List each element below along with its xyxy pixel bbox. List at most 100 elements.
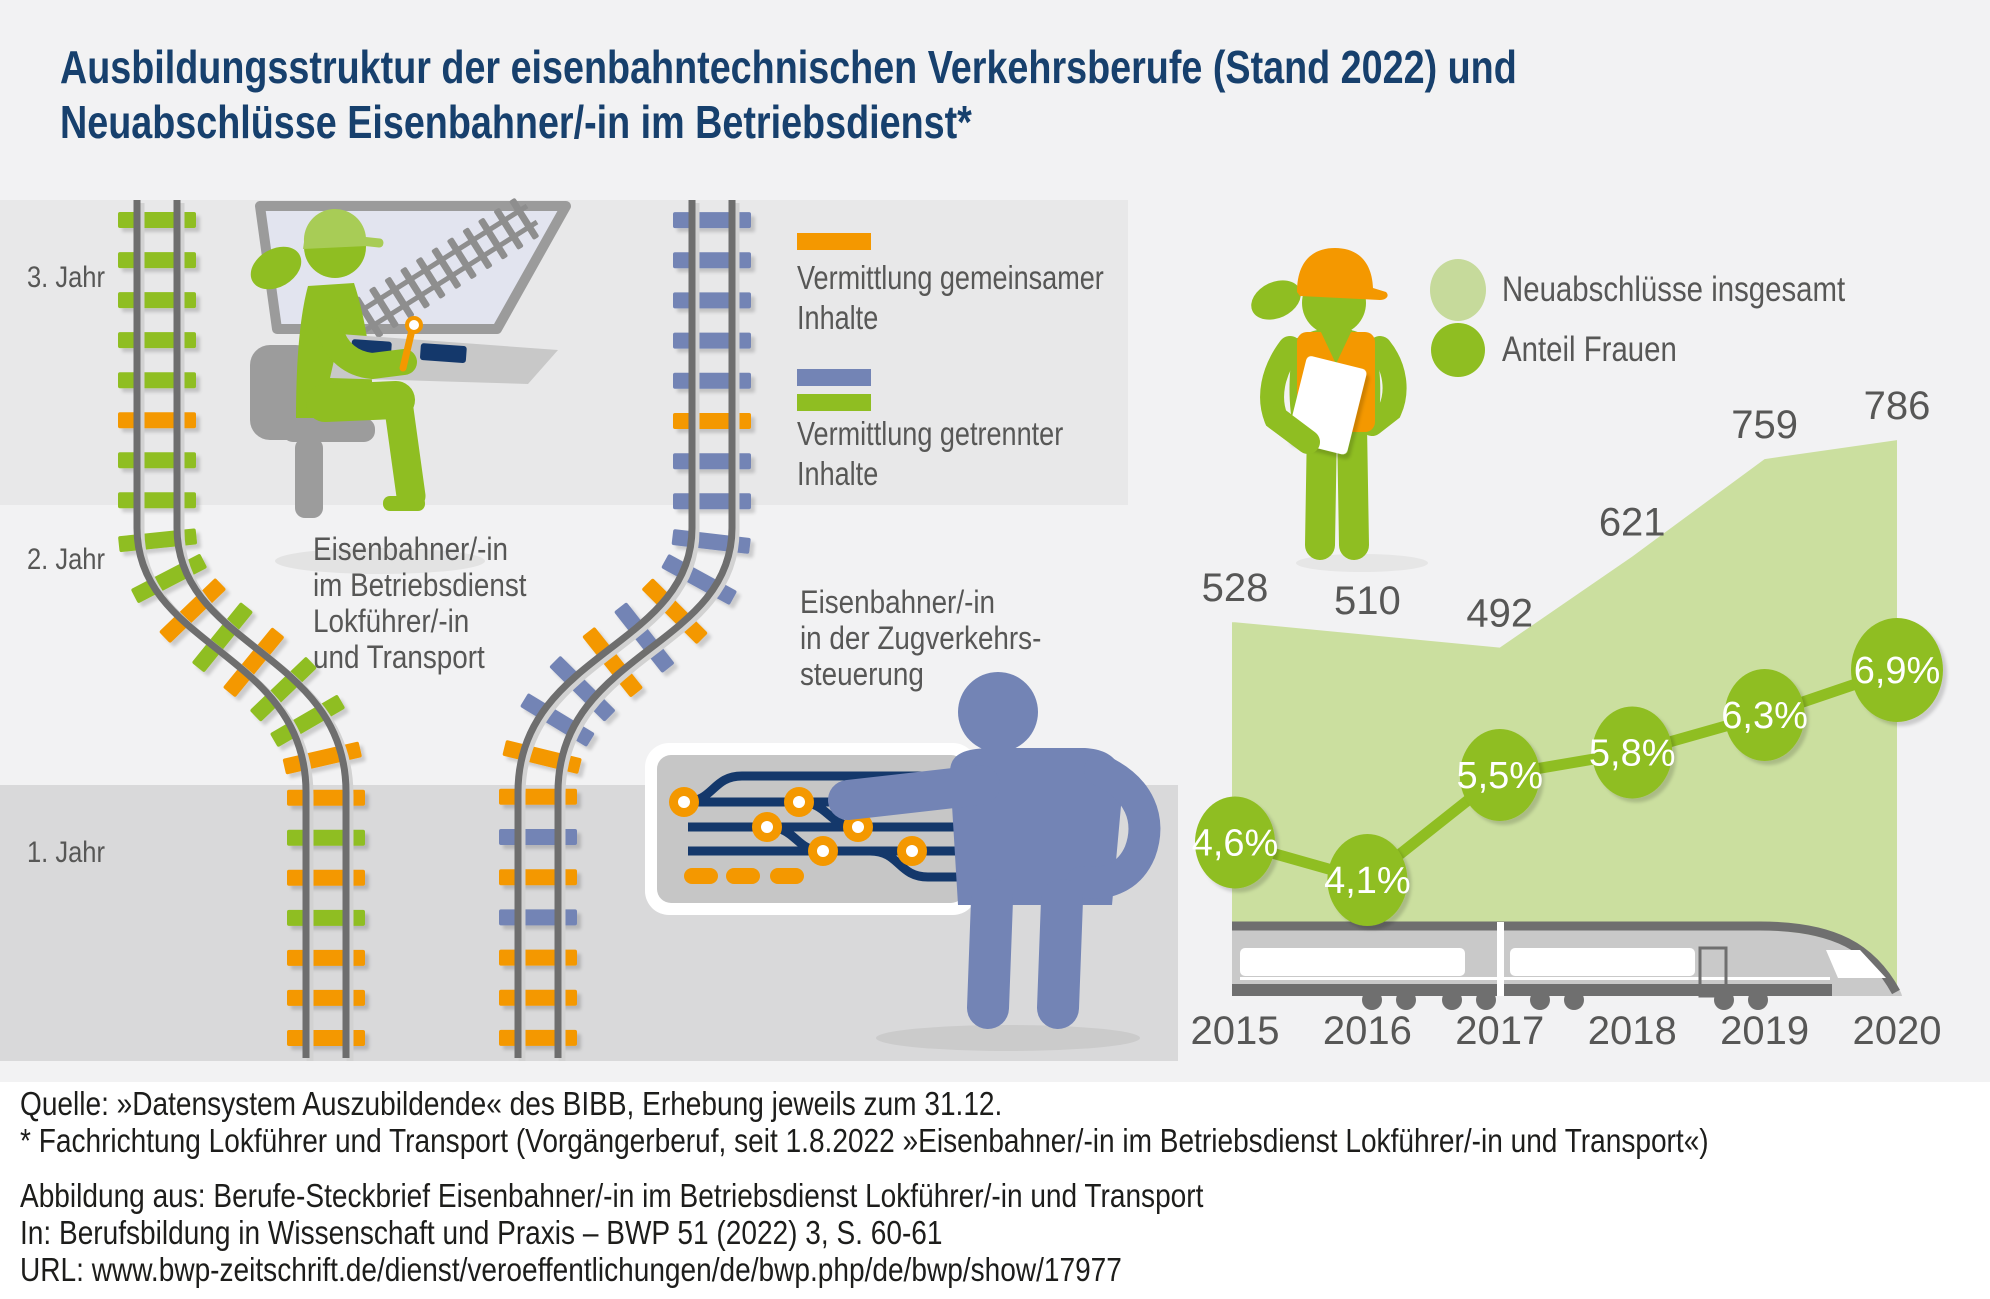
page-title: Ausbildungsstruktur der eisenbahntechnis… [60, 40, 1517, 150]
chart-legend-label-women: Anteil Frauen [1502, 330, 1677, 369]
source-line: * Fachrichtung Lokführer und Transport (… [20, 1122, 1709, 1159]
rail [554, 200, 736, 1058]
legend-swatch-common-orange [797, 233, 871, 250]
apprentice-leg [1337, 410, 1369, 560]
panel-button [684, 868, 718, 884]
label-year-2: 2. Jahr [27, 543, 105, 576]
source-block-2: Abbildung aus: Berufe-Steckbrief Eisenba… [20, 1177, 1203, 1288]
percent-dot [1724, 669, 1805, 761]
track-tie [642, 578, 708, 644]
track-tie [270, 695, 345, 747]
track-tie [223, 627, 284, 697]
legend-separate-label: Vermittlung getrennter Inhalte [797, 414, 1063, 494]
caption-line: Eisenbahner/-in [800, 584, 996, 620]
track-tie [509, 198, 539, 240]
legend-swatch-separate-green [797, 394, 871, 411]
panel-signals [669, 787, 927, 884]
signal-dot-icon [897, 836, 927, 866]
vest-collar [1320, 330, 1352, 364]
rail-shadow [518, 203, 700, 1061]
controller-pointing-arm [828, 765, 1000, 820]
year-axis-label: 2017 [1455, 1009, 1544, 1053]
track-tie [447, 237, 477, 279]
panel-button [726, 868, 760, 884]
total-value-label: 510 [1334, 579, 1401, 623]
caption-betriebsdienst: Eisenbahner/-in im Betriebsdienst Lokfüh… [313, 531, 527, 675]
track-tie [369, 286, 399, 328]
apprentice-hand [1264, 406, 1320, 454]
controller-leg [1037, 879, 1083, 1029]
caption-line: steuerung [800, 656, 924, 692]
track-tie [385, 277, 414, 319]
track-tie [431, 247, 461, 289]
track-tie [400, 267, 430, 309]
screen-rail [348, 219, 539, 343]
train-window-band [1510, 948, 1695, 976]
figure-shadow [876, 1025, 1140, 1051]
source-line: URL: www.bwp-zeitschrift.de/dienst/veroe… [20, 1251, 1122, 1288]
train-window-band [1240, 948, 1465, 976]
signal-dot-icon [669, 787, 699, 817]
caption-line: in der Zugverkehrs- [800, 620, 1042, 656]
caption-line: Eisenbahner/-in [313, 531, 509, 567]
source-line: In: Berufsbildung in Wissenschaft und Pr… [20, 1214, 943, 1251]
chair-leg [295, 438, 323, 518]
percent-dot [1459, 729, 1540, 821]
chart: 4,6% 4,1% 5,5% 5,8% 6,3% 6,9% 528 510 492 621 759… [1191, 384, 1943, 1053]
legend-separate-line1: Vermittlung getrennter [797, 415, 1064, 452]
year-axis-label: 2019 [1720, 1009, 1809, 1053]
year-axis-label: 2018 [1588, 1009, 1677, 1053]
source-line: Abbildung aus: Berufe-Steckbrief Eisenba… [20, 1177, 1204, 1214]
rail [514, 200, 696, 1058]
train-stripe [1240, 977, 1830, 980]
label-year-3: 3. Jahr [27, 261, 105, 294]
ponytail [250, 246, 302, 290]
chart-legend-dot-women [1431, 323, 1485, 377]
caption-line: Lokführer/-in [313, 603, 470, 639]
percent-dot [1851, 618, 1943, 722]
track-right-ties [499, 212, 751, 1046]
cap-brim [355, 236, 384, 248]
chart-legend-label-total: Neuabschlüsse insgesamt [1502, 270, 1846, 309]
track-left-operations [118, 200, 365, 1061]
traffic-controller-scene-icon [645, 672, 1161, 1051]
source-block-1: Quelle: »Datensystem Auszubildende« des … [20, 1085, 1709, 1159]
percent-dots: 4,6% 4,1% 5,5% 5,8% 6,3% 6,9% [1192, 618, 1943, 926]
apprentice-arm [1360, 336, 1407, 436]
percent-dot-label: 5,8% [1589, 733, 1676, 775]
track-tie [353, 296, 383, 338]
rail [133, 200, 310, 1058]
year-axis-label: 2020 [1853, 1009, 1942, 1053]
legend-common-label: Vermittlung gemeinsamer Inhalte [797, 258, 1104, 338]
total-value-label: 621 [1599, 501, 1666, 545]
hard-hat-icon [1297, 248, 1388, 300]
signal-dot-icon [808, 836, 838, 866]
page-title-line1: Ausbildungsstruktur der eisenbahntechnis… [60, 41, 1517, 93]
signal-dot-icon [752, 812, 782, 842]
track-tie [614, 602, 674, 673]
percent-dot [1327, 834, 1408, 926]
lever-tip [405, 316, 423, 334]
total-value-label: 786 [1864, 384, 1931, 428]
screen-rail [338, 203, 529, 327]
train-underbody [1232, 984, 1832, 996]
chart-legend-dot-total [1430, 259, 1486, 321]
percent-dot [1592, 706, 1673, 799]
percent-dot-label: 4,6% [1192, 823, 1279, 865]
apprentice-figure-icon [1251, 248, 1428, 572]
panel-button [770, 868, 804, 884]
total-value-label: 759 [1731, 403, 1798, 447]
controller-leg [967, 879, 1013, 1029]
caption-zugverkehrssteuerung: Eisenbahner/-in in der Zugverkehrs- steu… [800, 584, 1041, 692]
driver-foot [383, 496, 425, 511]
label-year-1: 1. Jahr [27, 836, 105, 869]
figure-shadow [275, 548, 485, 574]
track-tie [250, 657, 317, 722]
total-value-label: 492 [1466, 592, 1533, 636]
track-tie [582, 627, 643, 697]
driver-shin [383, 387, 426, 511]
percent-dot-label: 5,5% [1456, 755, 1543, 797]
train-icon [1232, 921, 1902, 1010]
total-value-label: 528 [1202, 566, 1269, 610]
figure-shadow [1296, 554, 1428, 572]
